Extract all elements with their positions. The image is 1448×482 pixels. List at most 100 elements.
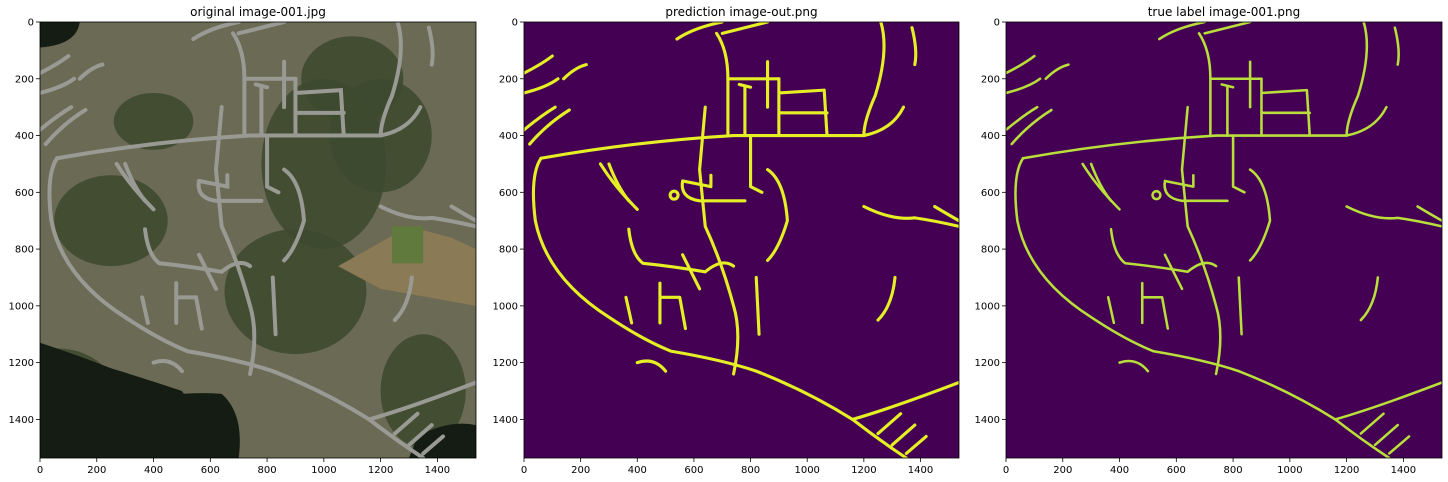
x-tick-label: 600: [684, 465, 703, 476]
prediction-image-panel: prediction image-out.png: [524, 0, 959, 482]
road-segment: [1416, 205, 1442, 222]
y-tick-label: 1000: [493, 301, 518, 312]
x-tick: 1000: [1277, 458, 1303, 476]
y-tick: 1400: [975, 415, 1006, 426]
road-segment: [598, 162, 639, 211]
y-tick: 400: [499, 131, 524, 142]
x-tick: 0: [1003, 458, 1009, 476]
y-tick-label: 800: [981, 245, 1000, 256]
y-tick: 400: [981, 131, 1006, 142]
x-tick-label: 1400: [908, 465, 933, 476]
y-tick: 400: [15, 131, 40, 142]
road-segment: [850, 380, 959, 421]
x-tick: 1400: [908, 458, 933, 476]
photo-sports-field: [391, 226, 424, 264]
x-tick: 1000: [794, 458, 820, 476]
road-segment: [1158, 22, 1252, 41]
x-tick-label: 1000: [311, 465, 336, 476]
photo-road: [151, 359, 184, 374]
road-segment: [624, 295, 634, 325]
mask-background: [524, 22, 959, 458]
y-tick: 800: [15, 245, 40, 256]
photo-road: [392, 275, 414, 323]
road-segment: [1220, 83, 1235, 137]
road-segment: [1106, 296, 1116, 325]
y-tick: 200: [981, 74, 1006, 85]
photo-field: [338, 226, 476, 306]
road-segment: [1044, 63, 1070, 81]
road-segment: [715, 31, 781, 81]
x-tick: 0: [521, 458, 527, 476]
y-tick: 1200: [493, 358, 524, 369]
y-tick-label: 1200: [493, 358, 518, 369]
y-tick: 600: [981, 188, 1006, 199]
photo-forest: [54, 175, 168, 267]
photo-road: [265, 133, 306, 263]
x-tick-label: 800: [1224, 465, 1243, 476]
y-tick-label: 600: [981, 188, 1000, 199]
road-segment: [1118, 359, 1150, 373]
photo-road: [293, 76, 346, 138]
road-segment: [1006, 105, 1039, 132]
road-segment: [862, 22, 886, 138]
axes-frame: [1005, 21, 1443, 459]
y-tick: 600: [15, 188, 40, 199]
road-segment: [1021, 105, 1388, 160]
y-tick-label: 200: [499, 74, 518, 85]
x-tick: 1400: [425, 458, 450, 476]
photo-road: [77, 62, 105, 81]
photo-road: [40, 54, 77, 95]
photo-road: [114, 161, 156, 212]
y-tick-label: 1200: [975, 358, 1000, 369]
x-tick: 1000: [311, 458, 337, 476]
x-tick-label: 200: [571, 465, 590, 476]
photo-water: [40, 22, 80, 48]
y-tick-label: 800: [15, 245, 34, 256]
road-segment: [1345, 22, 1369, 137]
y-tick: 0: [994, 18, 1006, 29]
road-segment: [681, 253, 702, 291]
x-tick: 0: [37, 458, 43, 476]
y-tick-label: 1200: [9, 358, 34, 369]
y-tick: 800: [981, 245, 1006, 256]
x-tick-label: 1400: [425, 465, 450, 476]
photo-forest: [301, 36, 404, 122]
x-tick: 200: [1053, 458, 1072, 476]
x-tick-label: 1200: [851, 465, 876, 476]
x-tick-label: 600: [201, 465, 220, 476]
x-tick: 600: [201, 458, 220, 476]
y-tick: 1400: [9, 415, 40, 426]
y-tick: 600: [499, 188, 524, 199]
road-segment: [737, 82, 753, 138]
road-segment: [1393, 26, 1400, 66]
x-tick-label: 800: [741, 465, 760, 476]
road-segment: [1359, 412, 1411, 455]
y-tick: 200: [15, 74, 40, 85]
y-tick-label: 400: [499, 131, 518, 142]
x-tick-label: 1000: [794, 465, 819, 476]
x-tick-label: 400: [144, 465, 163, 476]
x-tick: 1200: [1334, 458, 1359, 476]
road-segment: [698, 105, 740, 376]
photo-road: [449, 204, 476, 223]
photo-road: [367, 380, 476, 422]
road-segment: [1140, 281, 1170, 330]
road-segment: [1109, 227, 1218, 274]
y-tick-label: 1400: [975, 415, 1000, 426]
photo-road: [378, 22, 403, 138]
y-tick-label: 1000: [9, 301, 34, 312]
road-segment: [539, 105, 906, 160]
x-tick-label: 600: [1167, 465, 1186, 476]
x-tick: 600: [684, 458, 703, 476]
road-segment: [1163, 253, 1184, 291]
y-tick-label: 200: [15, 74, 34, 85]
photo-road: [392, 411, 446, 456]
y-tick: 1000: [9, 301, 40, 312]
x-tick: 1200: [851, 458, 877, 476]
road-cul-de-sac: [1151, 189, 1162, 201]
photo-road: [426, 25, 435, 67]
axes-2: 0 200 400 600 800 1000 1200 1400 0 200 400 600 800 10…: [975, 18, 1443, 476]
true-label-mask: [1006, 22, 1442, 458]
y-tick-label: 400: [981, 131, 1000, 142]
x-tick-label: 400: [1110, 465, 1129, 476]
